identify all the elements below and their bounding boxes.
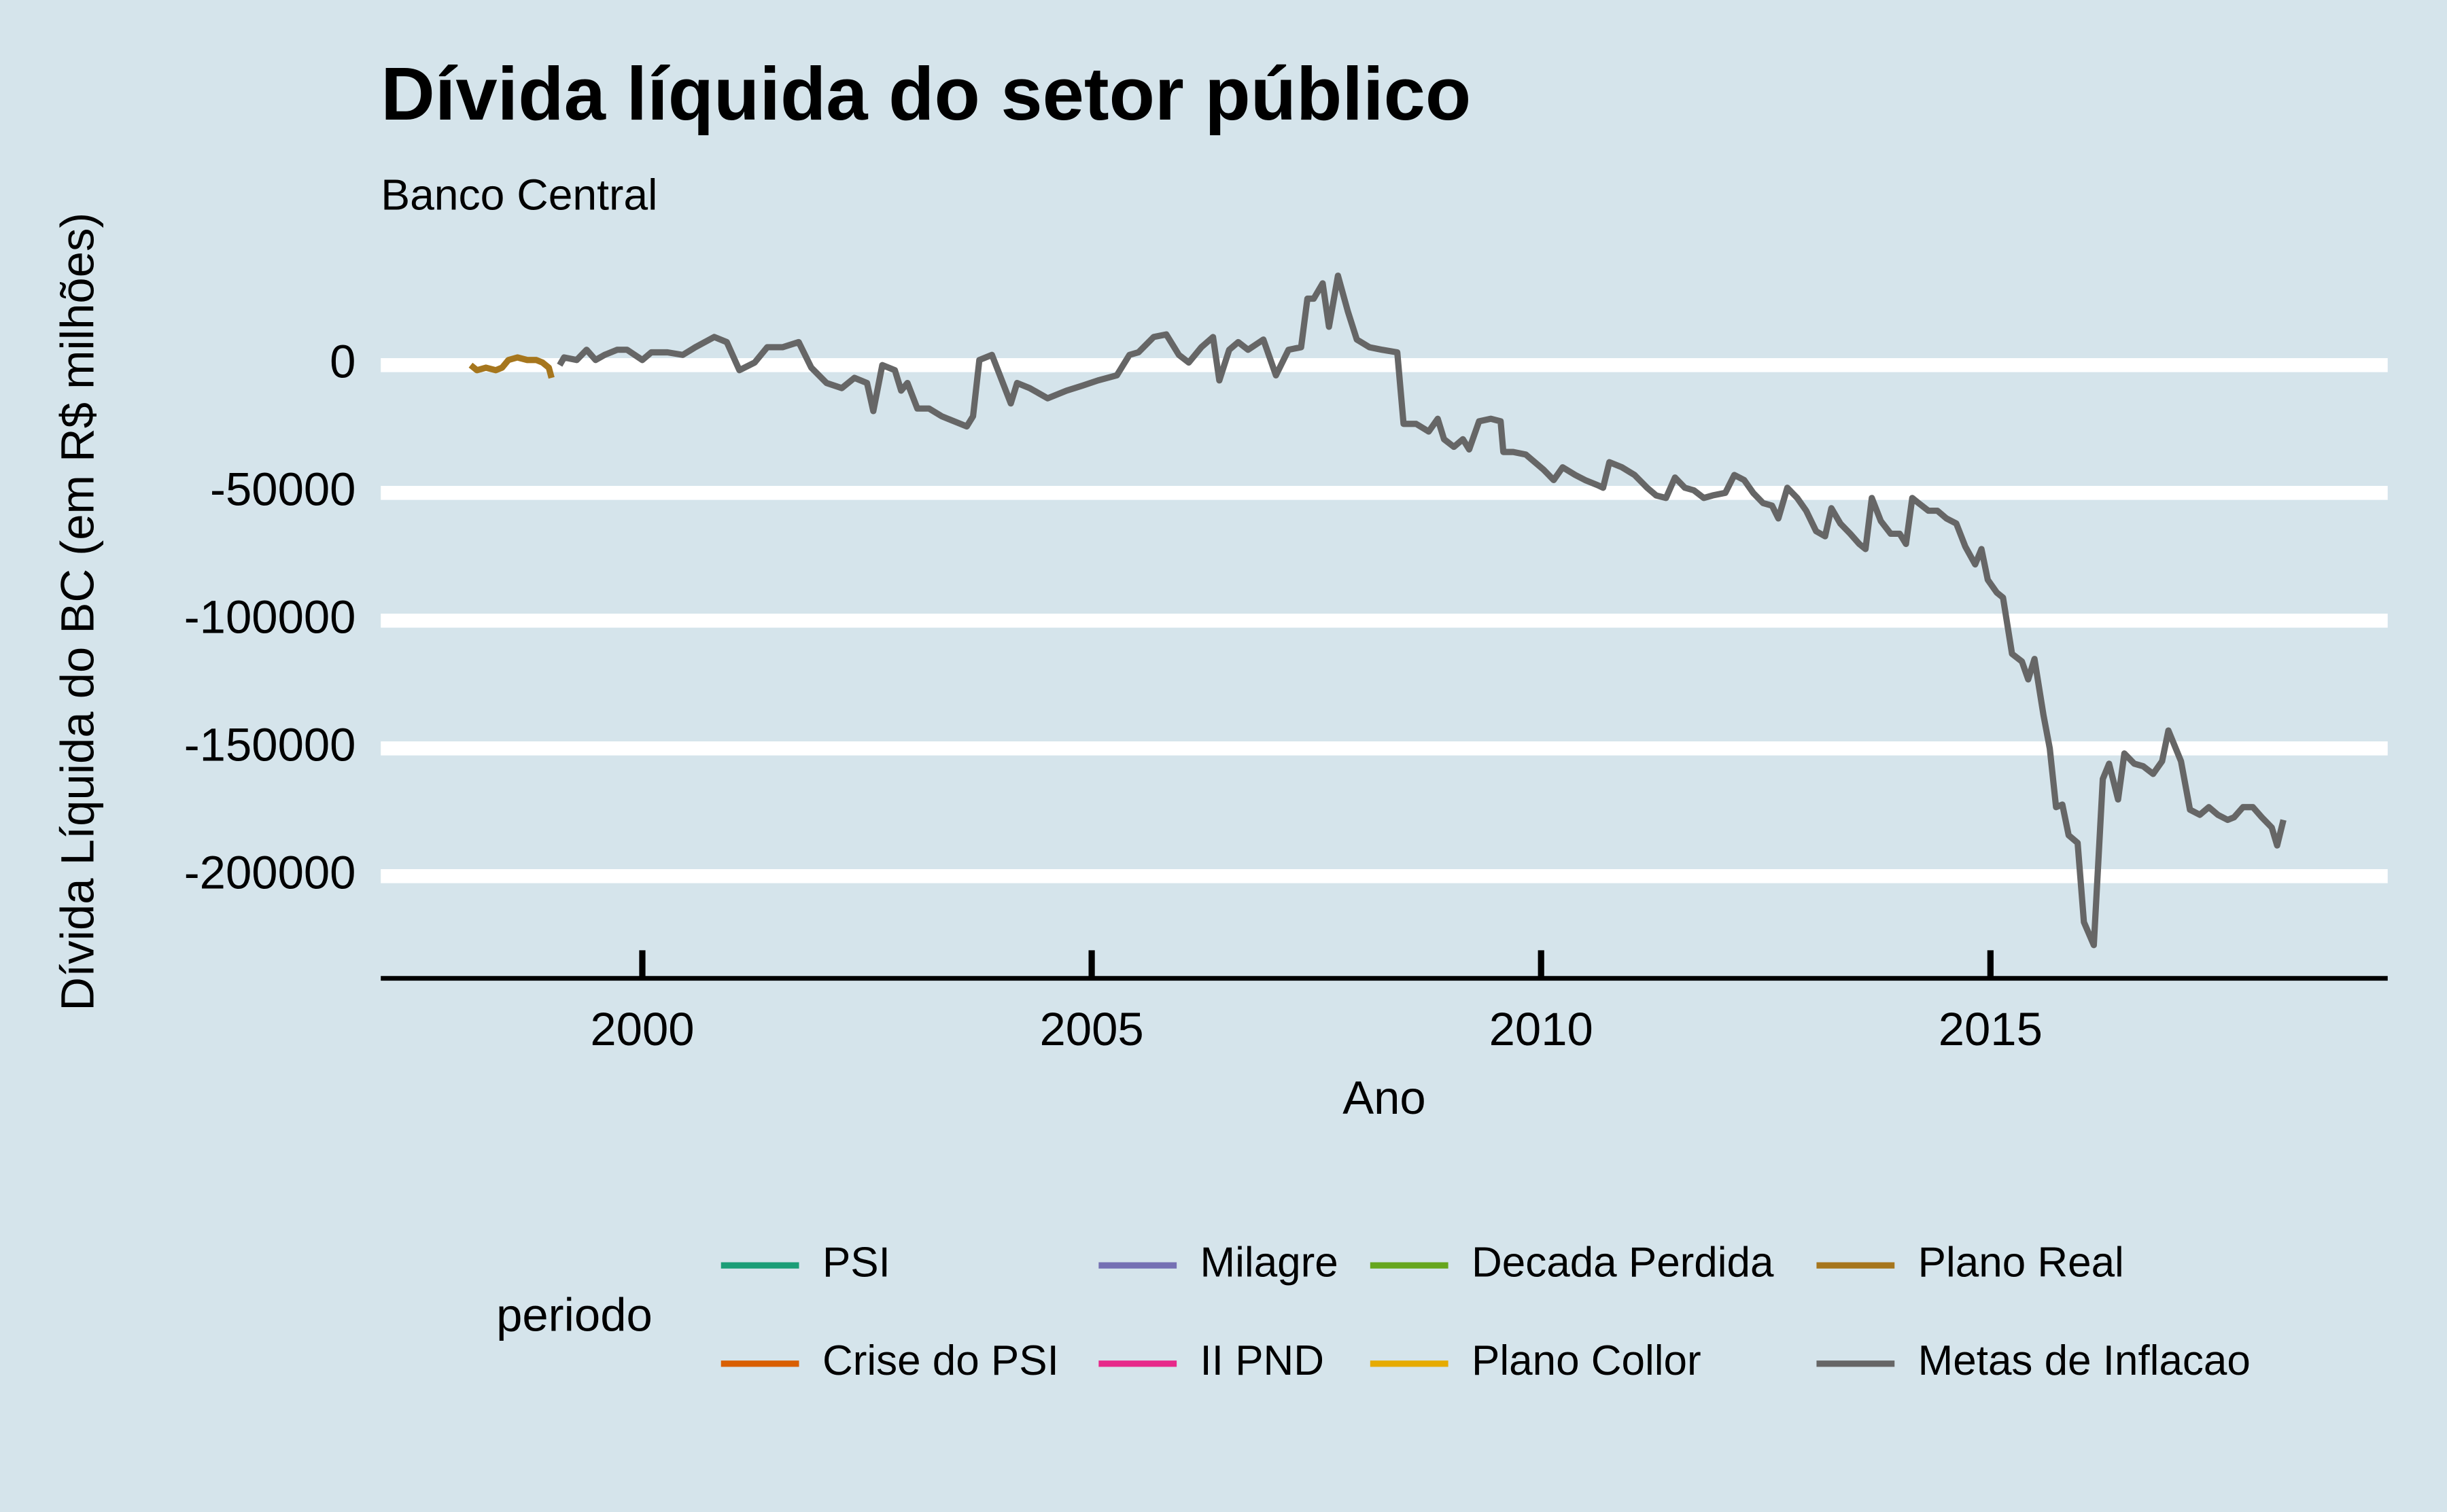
x-tick-label: 2005 [1039,1003,1143,1055]
legend-label: PSI [822,1239,890,1286]
legend-label: Milagre [1200,1239,1338,1286]
legend-label: Crise do PSI [822,1337,1059,1384]
legend-title: periodo [496,1288,653,1341]
y-axis-label: Dívida Líquida do BC (em R$ milhões) [52,213,104,1011]
x-tick-label: 2010 [1489,1003,1593,1055]
y-tick-label: -200000 [184,846,356,898]
y-tick-label: -50000 [210,463,355,515]
x-tick-label: 2015 [1939,1003,2043,1055]
data-line [468,354,555,379]
chart-title: Dívida líquida do setor público [381,52,1471,136]
y-tick-label: -150000 [184,718,356,771]
y-tick-label: -100000 [184,591,356,643]
data-line [557,272,2287,949]
legend-label: Plano Collor [1472,1337,1701,1384]
chart-subtitle: Banco Central [381,171,657,219]
legend-label: Plano Real [1918,1239,2124,1286]
legend-label: Decada Perdida [1472,1239,1774,1286]
x-tick-label: 2000 [590,1003,694,1055]
legend-label: Metas de Inflacao [1918,1337,2251,1384]
x-axis-label: Ano [1342,1072,1426,1124]
legend-label: II PND [1200,1337,1325,1384]
y-tick-label: 0 [330,335,355,387]
